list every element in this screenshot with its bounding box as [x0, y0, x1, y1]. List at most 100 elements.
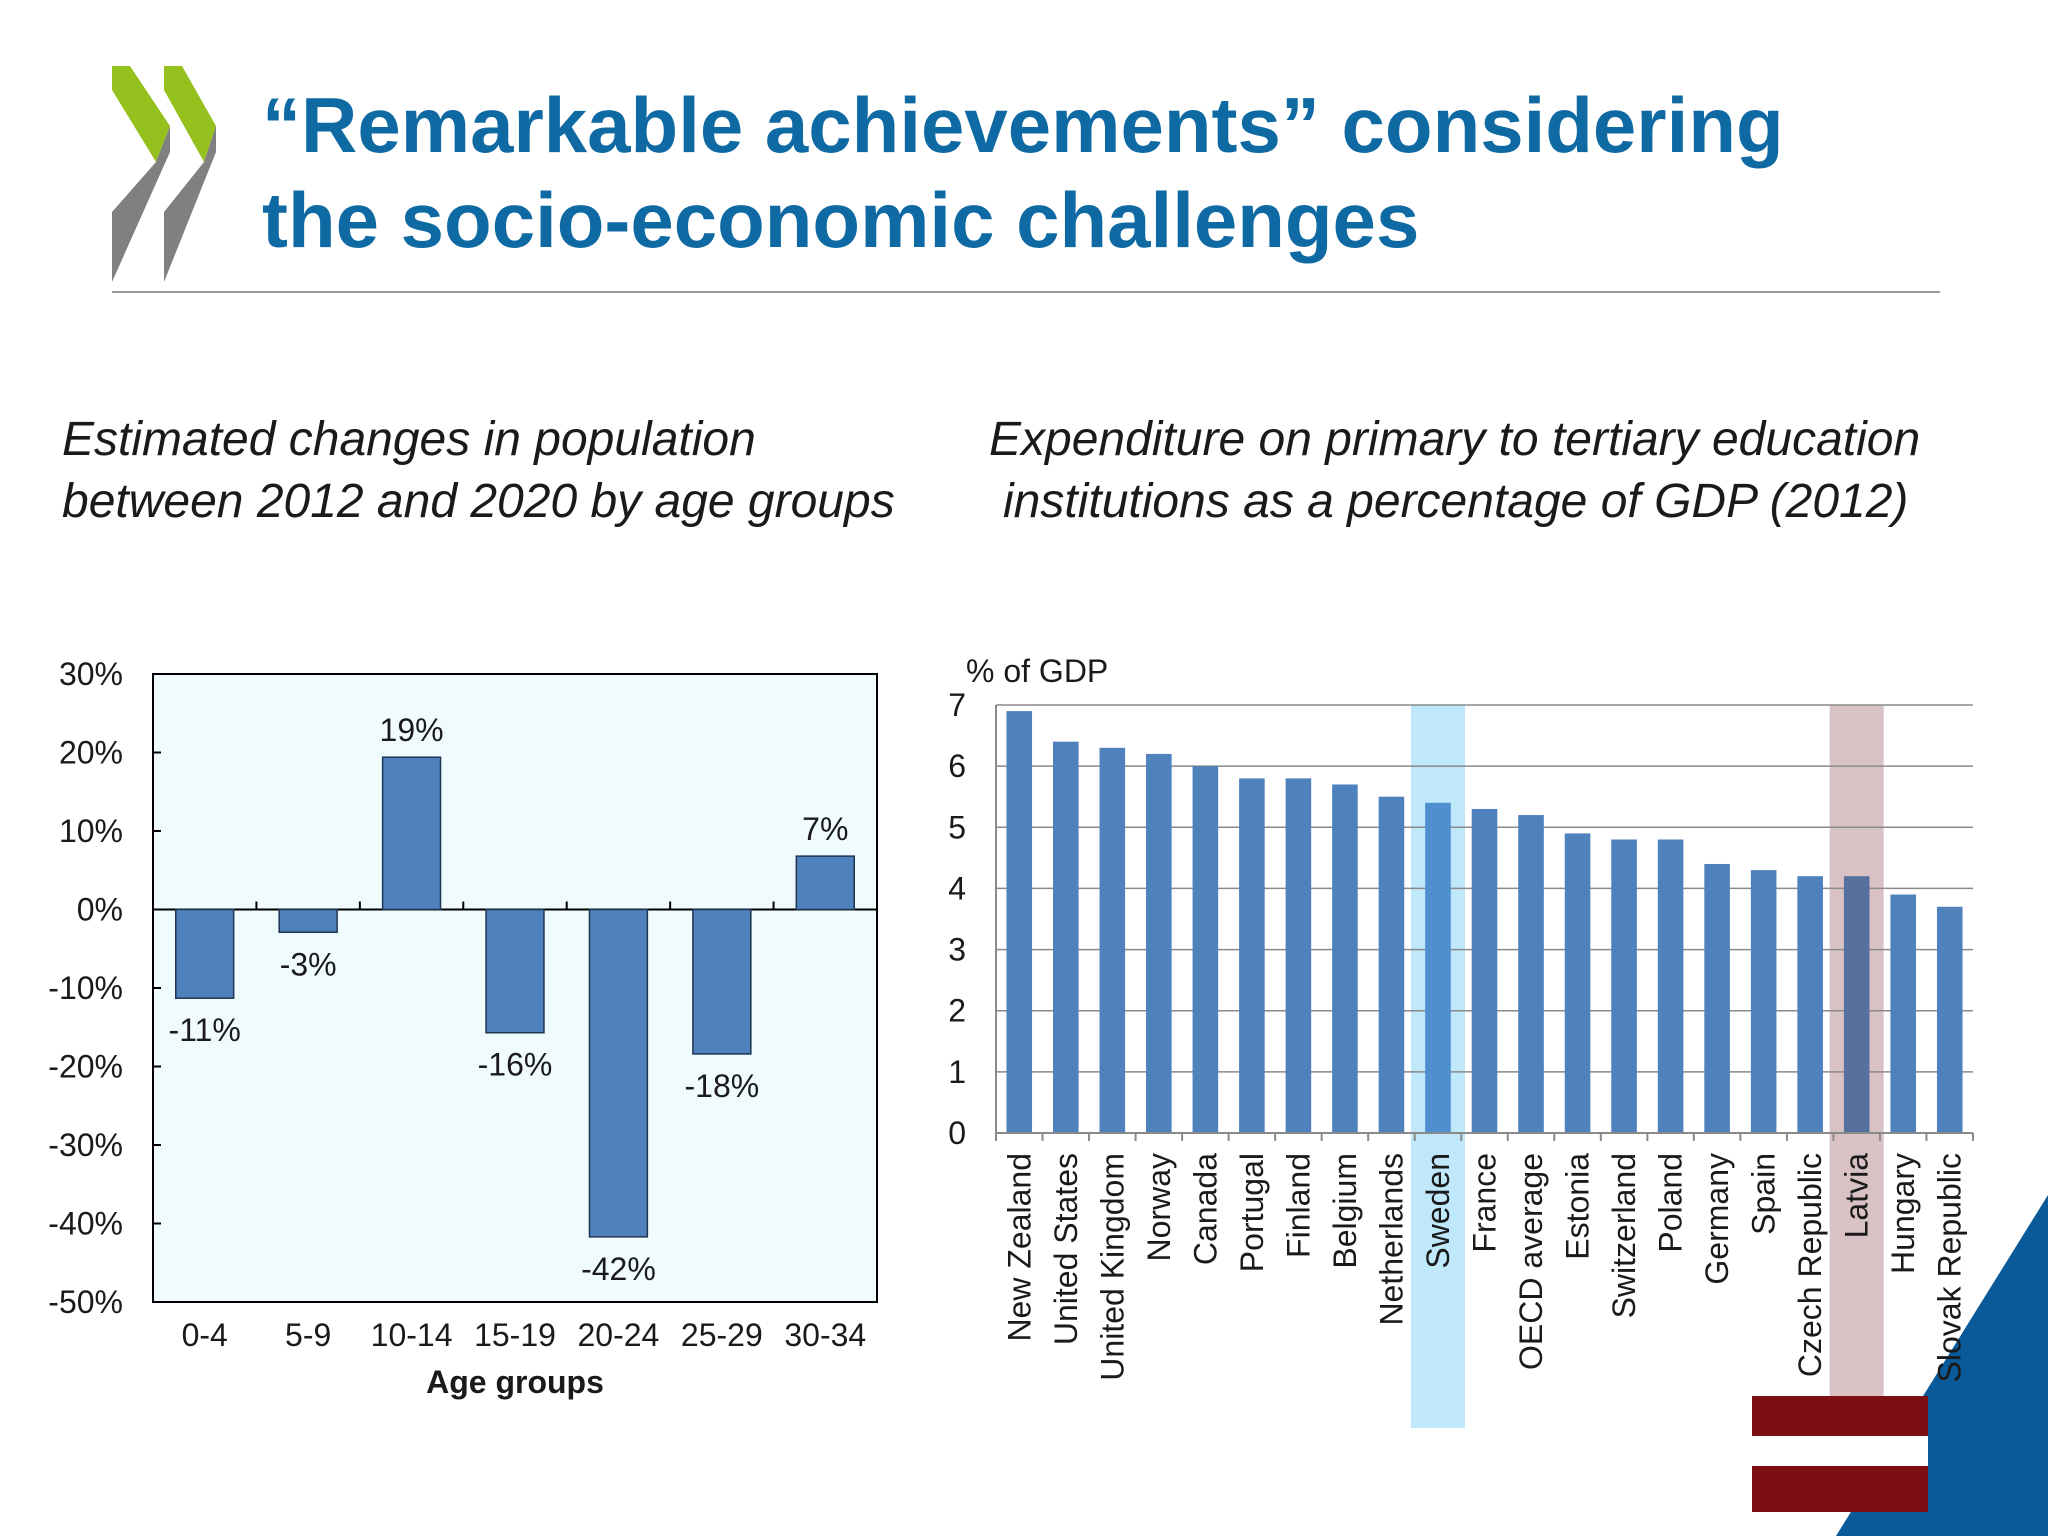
bar: [1425, 802, 1451, 1133]
x-tick-label: Finland: [1280, 1153, 1316, 1258]
x-tick-label: Slovak Republic: [1932, 1153, 1968, 1382]
x-tick-label: Poland: [1653, 1153, 1689, 1253]
y-tick-label: 20%: [59, 735, 123, 771]
x-tick-label: Switzerland: [1606, 1153, 1642, 1318]
y-tick-label: -20%: [48, 1049, 123, 1085]
bar: [1797, 876, 1823, 1133]
bar: [1332, 784, 1358, 1133]
y-tick-label: 7: [948, 687, 966, 723]
bar: [175, 908, 235, 999]
x-tick-label: New Zealand: [1001, 1153, 1037, 1342]
x-tick-label: Canada: [1187, 1153, 1223, 1265]
x-tick-label: Czech Republic: [1792, 1153, 1828, 1377]
flag-top-stripe: [1752, 1396, 1928, 1436]
slide-title-line-2: the socio-economic challenges: [262, 176, 1420, 264]
x-tick-label: 30-34: [784, 1317, 866, 1353]
bar: [692, 908, 752, 1055]
bar: [1471, 808, 1498, 1133]
y-tick-label: -10%: [48, 970, 123, 1006]
x-tick-label: OECD average: [1513, 1153, 1549, 1370]
x-tick-label: Netherlands: [1373, 1153, 1409, 1326]
x-tick-label: Sweden: [1420, 1153, 1456, 1269]
y-tick-label: 5: [948, 809, 966, 845]
bar: [1843, 876, 1870, 1133]
logo-chevron-green-2: [164, 66, 216, 162]
x-tick-label: 25-29: [681, 1317, 763, 1353]
y-tick-label: 30%: [59, 656, 123, 692]
y-tick-label: 4: [948, 870, 966, 906]
y-axis-title: % of GDP: [966, 653, 1108, 689]
flag-bottom-stripe: [1752, 1466, 1928, 1512]
bar: [1564, 833, 1591, 1133]
y-tick-label: -30%: [48, 1127, 123, 1163]
right-chart-subtitle-line-2: institutions as a percentage of GDP (201…: [1003, 475, 1909, 528]
y-tick-label: 10%: [59, 813, 123, 849]
oecd-chevron-logo: [112, 66, 216, 282]
y-tick-label: 6: [948, 748, 966, 784]
bar-value-label: -42%: [581, 1251, 656, 1287]
x-tick-label: Spain: [1746, 1153, 1782, 1235]
bar: [1006, 711, 1033, 1133]
bar-value-label: -16%: [478, 1047, 553, 1083]
x-tick-label: United States: [1048, 1153, 1084, 1345]
x-tick-label: 20-24: [578, 1317, 660, 1353]
y-tick-label: 2: [948, 993, 966, 1029]
y-tick-label: 1: [948, 1054, 966, 1090]
y-tick-label: -40%: [48, 1206, 123, 1242]
bar: [1239, 778, 1265, 1133]
title-divider: [112, 291, 1940, 293]
latvia-flag: [1752, 1396, 1928, 1512]
bar: [1146, 753, 1172, 1133]
x-tick-label: Portugal: [1234, 1153, 1270, 1272]
bar: [1052, 741, 1079, 1133]
bar: [1704, 863, 1730, 1133]
x-tick-label: Germany: [1699, 1153, 1735, 1285]
bar: [381, 756, 442, 911]
left-chart-subtitle-line-1: Estimated changes in population: [62, 413, 756, 466]
x-tick-label: Belgium: [1327, 1153, 1363, 1269]
bar: [1285, 778, 1312, 1133]
logo-chevron-green-1: [112, 66, 170, 162]
x-tick-label: 10-14: [371, 1317, 453, 1353]
bar-value-label: -3%: [280, 946, 337, 982]
bar: [1657, 839, 1684, 1133]
slide-title-line-1: “Remarkable achievements” considering: [262, 81, 1784, 169]
flag-middle-stripe: [1752, 1436, 1928, 1466]
y-tick-label: 3: [948, 932, 966, 968]
x-tick-label: Norway: [1141, 1153, 1177, 1261]
bar-value-label: 7%: [802, 811, 848, 847]
bar: [1378, 796, 1405, 1133]
bar-value-label: -18%: [685, 1068, 760, 1104]
x-tick-label: 5-9: [285, 1317, 331, 1353]
bar: [588, 908, 649, 1238]
bar: [1890, 894, 1917, 1133]
bar: [1750, 870, 1777, 1133]
bar: [1099, 747, 1126, 1133]
x-tick-label: France: [1467, 1153, 1503, 1253]
education-expenditure-chart: 0 1 2 3 4 5 6 7% of GDP New Zealand United States…: [948, 653, 1974, 1428]
x-tick-label: 15-19: [474, 1317, 556, 1353]
bar: [795, 855, 855, 911]
bar-value-label: 19%: [380, 712, 444, 748]
bar: [1192, 766, 1219, 1133]
right-chart-subtitle-line-1: Expenditure on primary to tertiary educa…: [989, 413, 1921, 466]
bar: [1518, 815, 1544, 1133]
x-axis-title: Age groups: [426, 1364, 604, 1400]
x-tick-label: Latvia: [1839, 1153, 1875, 1239]
bar-value-label: -11%: [169, 1012, 241, 1048]
y-tick-label: 0%: [77, 892, 123, 928]
logo-chevron-gray-1: [112, 126, 170, 282]
x-tick-label: 0-4: [182, 1317, 228, 1353]
y-tick-label: -50%: [48, 1284, 123, 1320]
bar: [485, 908, 545, 1034]
left-chart-subtitle-line-2: between 2012 and 2020 by age groups: [62, 475, 895, 528]
population-change-chart: 30% 20% 10% 0% -10% -20% -30% -40% -50% -11% 0-4 -3…: [48, 656, 878, 1400]
bar: [1611, 839, 1637, 1133]
logo-chevron-gray-2: [164, 126, 216, 282]
bar: [1936, 906, 1963, 1133]
x-tick-label: Hungary: [1885, 1153, 1921, 1274]
x-tick-label: Estonia: [1560, 1153, 1596, 1260]
x-tick-label: United Kingdom: [1094, 1153, 1130, 1381]
